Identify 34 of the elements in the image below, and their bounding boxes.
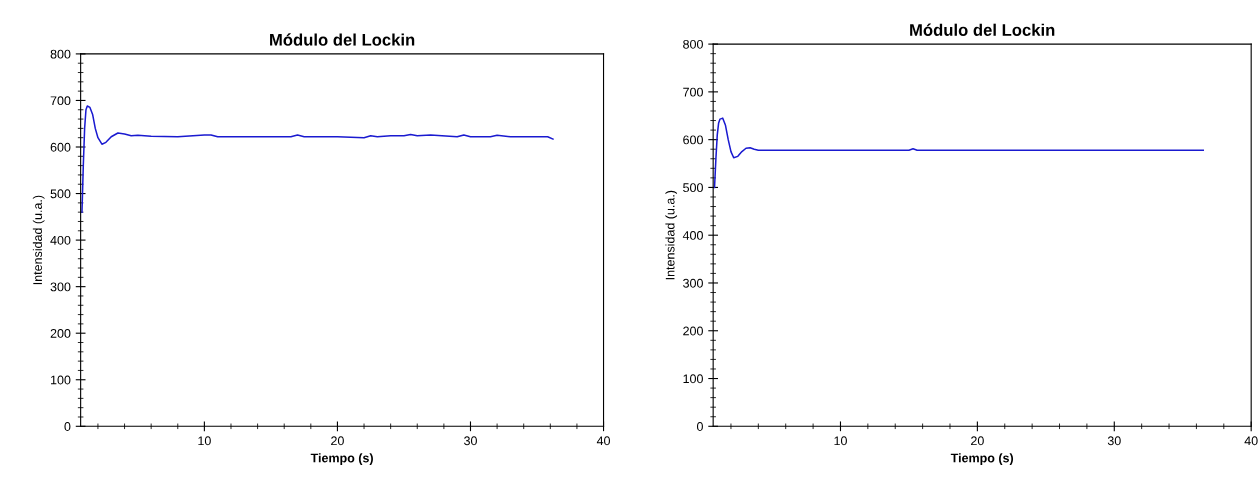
line-series [713,117,1205,189]
x-tick-label: 40 [596,436,610,446]
y-tick-label: 100 [683,374,703,384]
y-tick-label: 600 [50,142,71,152]
x-tick-label: 30 [464,436,477,446]
x-axis-title: Tiempo (s) [310,453,373,465]
y-tick-label: 400 [682,231,703,240]
x-tick-label: 10 [198,436,211,446]
y-tick-label: 0 [64,422,71,431]
chart-title: Módulo del Lockin [270,33,415,46]
y-tick-label: 500 [683,183,703,193]
y-tick-label: 100 [51,375,71,385]
y-tick-label: 400 [50,235,71,245]
y-tick-label: 600 [683,135,703,145]
x-axis-title: Tiempo (s) [950,453,1014,465]
x-tick-label: 10 [834,436,847,446]
y-tick-label: 0 [696,422,703,431]
y-tick-label: 700 [683,87,703,97]
y-tick-label: 200 [50,329,71,338]
x-tick-label: 20 [331,436,344,446]
x-tick-label: 20 [971,436,984,446]
chart-title: Módulo del Lockin [910,23,1055,36]
y-axis-title: Intensidad (u.a.) [665,190,678,280]
y-axis-title: Intensidad (u.a.) [32,195,45,285]
line-series [81,105,554,213]
y-tick-label: 200 [683,326,703,336]
y-tick-label: 300 [683,278,703,288]
y-tick-label: 300 [50,282,71,292]
y-tick-label: 800 [50,49,71,59]
x-tick-label: 30 [1107,436,1121,446]
y-tick-label: 500 [50,189,71,199]
y-tick-label: 700 [50,96,71,106]
x-tick-label: 40 [1244,436,1258,446]
y-tick-label: 800 [683,39,703,49]
